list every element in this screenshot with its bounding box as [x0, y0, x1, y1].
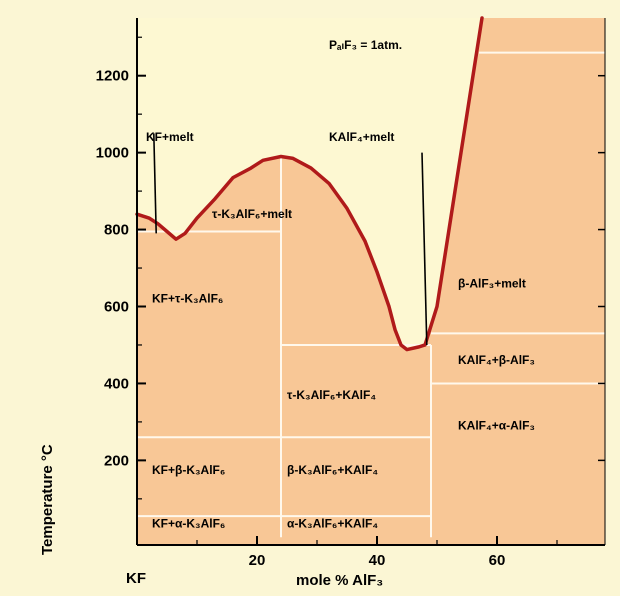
- x-tick-label: 40: [369, 552, 386, 569]
- y-tick-label: 800: [104, 222, 129, 239]
- x-tick-label: 20: [249, 552, 266, 569]
- x-tick-label: 60: [489, 552, 506, 569]
- region-label: KAlF₄+β-AlF₃: [458, 353, 535, 367]
- region-label: τ-K₃AlF₆+KAlF₄: [287, 388, 376, 402]
- x-axis-title: mole % AlF₃: [296, 572, 383, 589]
- x-origin-label: KF: [126, 570, 146, 587]
- region-label: KAlF₄+α-AlF₃: [458, 419, 535, 433]
- region-label: β-AlF₃+melt: [458, 276, 526, 290]
- region-label: τ-K₃AlF₆+melt: [212, 207, 292, 221]
- pressure-note: PₐₗF₃ = 1atm.: [329, 38, 402, 52]
- region-label: α-K₃AlF₆+KAlF₄: [287, 517, 378, 531]
- y-tick-label: 400: [104, 375, 129, 392]
- region-label: KAlF₄+melt: [329, 130, 394, 144]
- region-label: KF+β-K₃AlF₆: [152, 463, 225, 477]
- label-pointer-line: [153, 133, 157, 234]
- y-tick-label: 1000: [96, 145, 129, 162]
- y-tick-label: 200: [104, 452, 129, 469]
- y-tick-label: 600: [104, 299, 129, 316]
- plot-area: 200 400 600 800 1000 1200 20 40 60 PₐₗF₃ = 1atm. K…: [96, 16, 606, 569]
- region-label: KF+τ-K₃AlF₆: [152, 292, 223, 306]
- y-axis-title: Temperature °C: [39, 444, 56, 555]
- liquidus-curve: [135, 16, 484, 352]
- solid-region-fill: [137, 18, 605, 545]
- region-label: KF+α-K₃AlF₆: [152, 517, 225, 531]
- label-pointer-line: [421, 152, 428, 345]
- region-label: β-K₃AlF₆+KAlF₄: [287, 463, 378, 477]
- y-tick-label: 1200: [96, 68, 129, 85]
- region-label: KF+melt: [146, 130, 194, 144]
